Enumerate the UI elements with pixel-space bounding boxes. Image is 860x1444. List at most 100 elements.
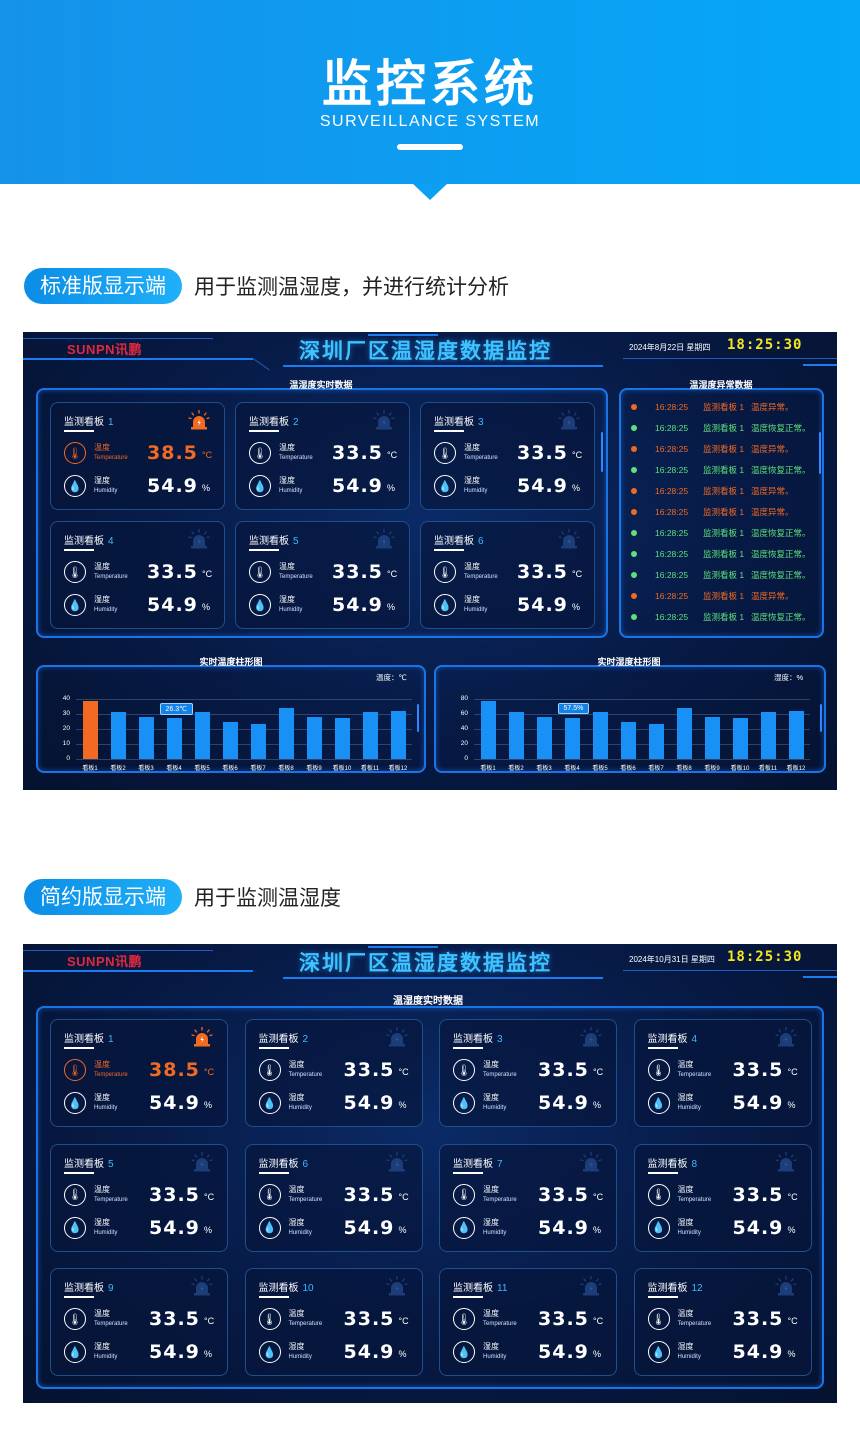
monitor-card[interactable]: 监测看板 1 🌡 温度 Temperature 38.5 °C 💧 湿度 Humidi… — [50, 402, 225, 510]
temperature-label: 温度 Temperature — [279, 562, 313, 580]
monitor-card[interactable]: 监测看板 2 🌡 温度 Temperature 33.5 °C 💧 湿度 Humidi… — [235, 402, 410, 510]
monitor-card[interactable]: 监测看板 4 🌡 温度 Temperature 33.5 °C 💧 湿度 Humidi… — [50, 521, 225, 629]
humidity-value: 54.9 — [149, 1341, 200, 1363]
hero-banner: 监控系统 SURVEILLANCE SYSTEM — [0, 0, 860, 184]
title-underline — [434, 430, 464, 432]
card-title: 监测看板 10 — [258, 1283, 314, 1294]
chart-bar[interactable] — [508, 712, 524, 759]
title-underline — [453, 1296, 483, 1298]
alarm-list-item[interactable]: 16:28:25 监测看板 1 温度异常。 — [627, 480, 819, 501]
chart-bar[interactable] — [620, 721, 636, 759]
alarm-idle-icon — [385, 1151, 408, 1172]
chart-bar[interactable] — [480, 701, 496, 759]
title-underline — [647, 1296, 678, 1298]
alarm-list-scrollbar[interactable] — [819, 432, 821, 474]
monitor-card[interactable]: 监测看板 4 🌡 温度 Temperature 33.5 °C 💧 湿度 Humidi… — [633, 1019, 812, 1127]
chart-bar[interactable] — [564, 718, 580, 759]
chart-bar[interactable] — [536, 716, 552, 759]
chart-bar[interactable] — [362, 712, 378, 759]
x-tick: 看板9 — [306, 766, 322, 772]
chart-bar[interactable] — [110, 712, 126, 759]
temperature-unit: °C — [787, 1316, 798, 1326]
humidity-value: 54.9 — [517, 594, 568, 616]
chart-bar[interactable] — [222, 721, 238, 759]
monitor-card[interactable]: 监测看板 5 🌡 温度 Temperature 33.5 °C 💧 湿度 Humidi… — [235, 521, 410, 629]
alarm-list-item[interactable]: 16:28:25 监测看板 1 温度异常。 — [627, 585, 819, 606]
chart-bar[interactable] — [306, 716, 322, 759]
humidity-row: 💧 湿度 Humidity 54.9 % — [647, 1092, 800, 1116]
chart-bar[interactable] — [166, 718, 182, 759]
chart-bar[interactable] — [760, 712, 776, 759]
monitor-card[interactable]: 监测看板 2 🌡 温度 Temperature 33.5 °C 💧 湿度 Humidi… — [244, 1019, 423, 1127]
humidity-drop-icon: 💧 — [249, 475, 271, 497]
dashboard-title: 深圳厂区温湿度数据监控 — [299, 339, 552, 363]
dashboard-title: 深圳厂区温湿度数据监控 — [299, 951, 552, 975]
alarm-board: 监测看板 1 — [703, 590, 745, 601]
alarm-list-item[interactable]: 16:28:25 监测看板 1 温度恢复正常。 — [627, 459, 819, 480]
chart-scrollbar[interactable] — [417, 704, 419, 732]
monitor-card[interactable]: 监测看板 6 🌡 温度 Temperature 33.5 °C 💧 湿度 Humidi… — [244, 1143, 423, 1252]
y-tick: 30 — [62, 710, 70, 717]
chart-bar[interactable] — [704, 716, 720, 759]
monitor-card[interactable]: 监测看板 3 🌡 温度 Temperature 33.5 °C 💧 湿度 Humidi… — [439, 1019, 617, 1127]
chart-bar[interactable] — [278, 708, 294, 759]
humidity-label: 湿度 Humidity — [288, 1342, 312, 1360]
chart-bar[interactable] — [788, 711, 804, 759]
thermometer-icon: 🌡 — [453, 1059, 475, 1081]
temperature-row: 🌡 温度 Temperature 33.5 °C — [249, 561, 398, 585]
standard-dashboard: SUNPN讯鹏 深圳厂区温湿度数据监控 2024年8月22日 星期四 18:25… — [23, 332, 837, 790]
chart-bar[interactable] — [138, 716, 154, 759]
alarm-list-item[interactable]: 16:28:25 监测看板 1 温度恢复正常。 — [627, 564, 819, 585]
temperature-label: 温度 Temperature — [677, 1060, 712, 1078]
thermometer-icon: 🌡 — [258, 1183, 281, 1206]
monitor-card[interactable]: 监测看板 10 🌡 温度 Temperature 33.5 °C 💧 湿度 Humid… — [244, 1268, 423, 1376]
x-tick: 看板3 — [138, 766, 154, 772]
alarm-time: 16:28:25 — [655, 464, 689, 475]
monitor-card[interactable]: 监测看板 9 🌡 温度 Temperature 33.5 °C 💧 湿度 Humidi… — [50, 1268, 228, 1376]
alarm-idle-icon — [774, 1151, 797, 1172]
cards-scrollbar[interactable] — [601, 432, 603, 472]
chart-bar[interactable] — [334, 718, 350, 759]
temperature-row: 🌡 温度 Temperature 33.5 °C — [64, 561, 213, 585]
chart-bar[interactable] — [194, 712, 210, 759]
alarm-time: 16:28:25 — [655, 506, 689, 517]
title-underline — [64, 1296, 94, 1298]
alarm-list-item[interactable]: 16:28:25 监测看板 1 温度异常。 — [627, 501, 819, 522]
monitor-card[interactable]: 监测看板 8 🌡 温度 Temperature 33.5 °C 💧 湿度 Humidi… — [633, 1143, 812, 1252]
chart-bar[interactable] — [250, 723, 266, 759]
alarm-list-item[interactable]: 16:28:25 监测看板 1 温度恢复正常。 — [627, 606, 819, 627]
alarm-board: 监测看板 1 — [703, 527, 745, 538]
humidity-label: 湿度 Humidity — [94, 1342, 118, 1360]
alarm-list-item[interactable]: 16:28:25 监测看板 1 温度恢复正常。 — [627, 417, 819, 438]
monitor-card[interactable]: 监测看板 12 🌡 温度 Temperature 33.5 °C 💧 湿度 Humid… — [633, 1268, 812, 1376]
monitor-card[interactable]: 监测看板 1 🌡 温度 Temperature 38.5 °C 💧 湿度 Humidi… — [50, 1019, 228, 1127]
chart-bar[interactable] — [390, 711, 406, 759]
monitor-card[interactable]: 监测看板 11 🌡 温度 Temperature 33.5 °C 💧 湿度 Humid… — [439, 1268, 617, 1376]
monitor-card[interactable]: 监测看板 6 🌡 温度 Temperature 33.5 °C 💧 湿度 Humidi… — [420, 521, 595, 629]
thermometer-icon: 🌡 — [453, 1183, 475, 1206]
monitor-card[interactable]: 监测看板 3 🌡 温度 Temperature 33.5 °C 💧 湿度 Humidi… — [420, 402, 595, 510]
temperature-chart-panel — [36, 665, 426, 773]
x-tick: 看板1 — [82, 766, 98, 772]
grid-line — [474, 729, 810, 730]
chart-scrollbar[interactable] — [820, 704, 822, 732]
alarm-idle-icon — [774, 1275, 797, 1296]
temperature-row: 🌡 温度 Temperature 33.5 °C — [453, 1308, 605, 1332]
status-dot-icon — [631, 571, 637, 578]
monitor-card[interactable]: 监测看板 5 🌡 温度 Temperature 33.5 °C 💧 湿度 Humidi… — [50, 1143, 228, 1252]
alarm-board: 监测看板 1 — [703, 443, 745, 454]
chart-bar[interactable] — [732, 718, 748, 759]
chart-bar[interactable] — [592, 712, 608, 759]
chart-bar[interactable] — [648, 723, 664, 759]
alarm-list-item[interactable]: 16:28:25 监测看板 1 温度异常。 — [627, 438, 819, 459]
alarm-board: 监测看板 1 — [703, 611, 745, 622]
alarm-list: 16:28:25 监测看板 1 温度异常。 16:28:25 监测看板 1 温度… — [627, 396, 819, 627]
thermometer-icon: 🌡 — [647, 1059, 670, 1081]
monitor-card[interactable]: 监测看板 7 🌡 温度 Temperature 33.5 °C 💧 湿度 Humidi… — [439, 1143, 617, 1252]
alarm-list-item[interactable]: 16:28:25 监测看板 1 温度恢复正常。 — [627, 543, 819, 564]
chart-bar[interactable] — [82, 701, 98, 759]
alarm-list-item[interactable]: 16:28:25 监测看板 1 温度异常。 — [627, 396, 819, 417]
humidity-drop-icon: 💧 — [647, 1216, 670, 1239]
chart-bar[interactable] — [676, 708, 692, 759]
alarm-list-item[interactable]: 16:28:25 监测看板 1 温度恢复正常。 — [627, 522, 819, 543]
